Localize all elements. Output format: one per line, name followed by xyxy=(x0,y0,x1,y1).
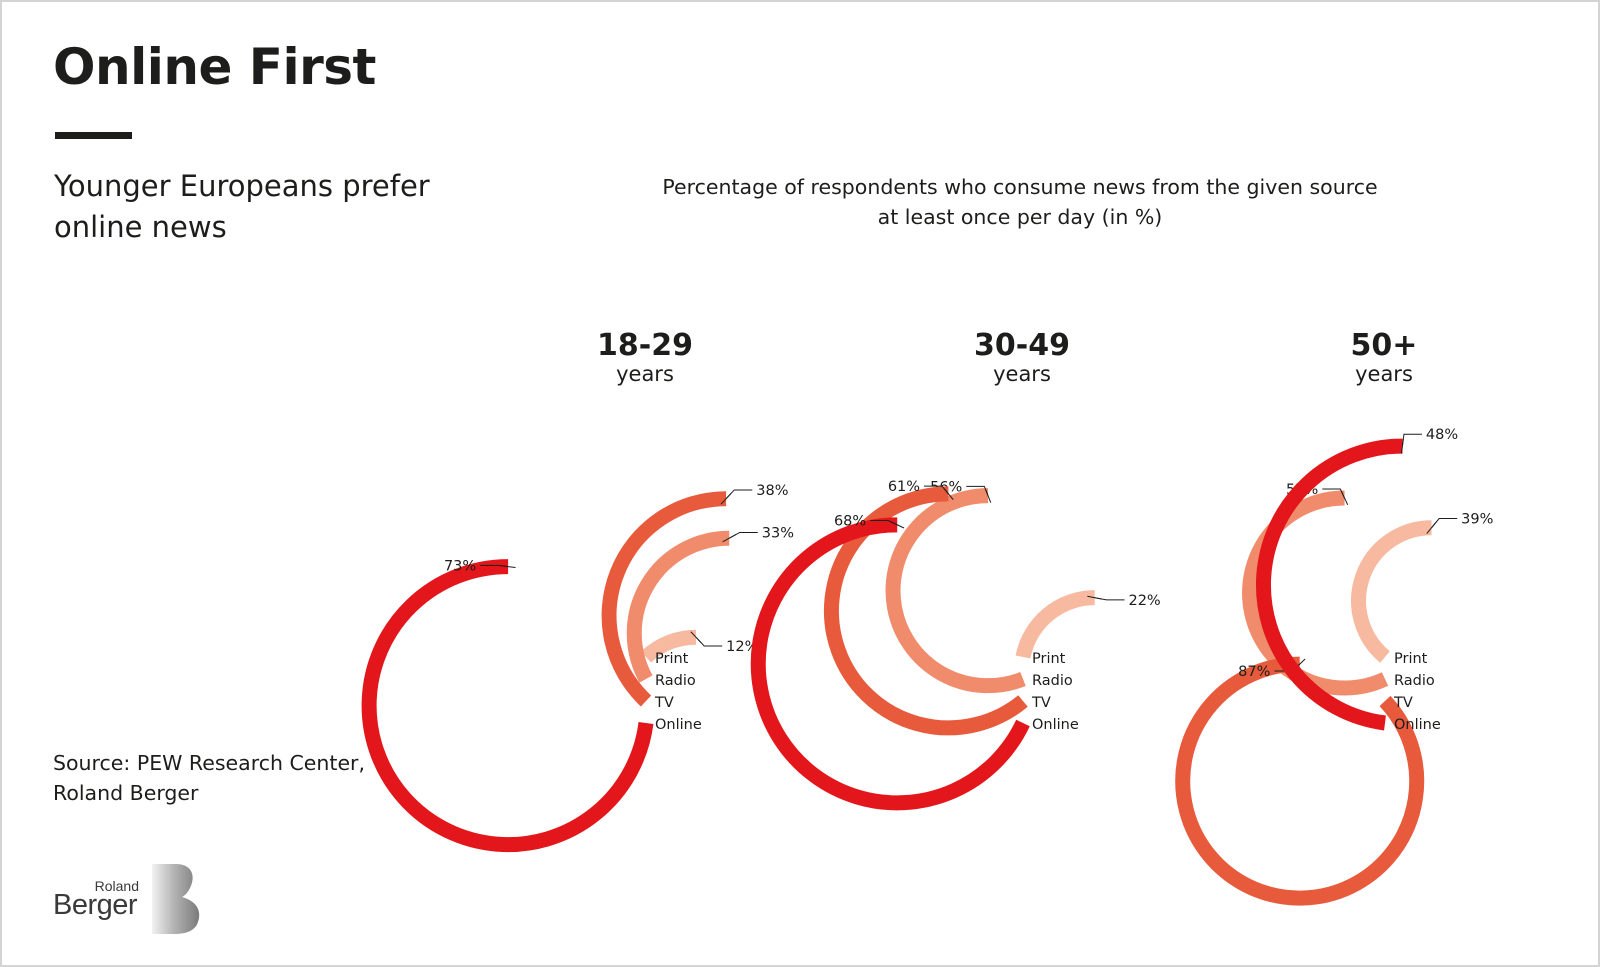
category-label-tv: TV xyxy=(654,695,674,711)
leader-tv xyxy=(924,485,949,495)
leader-online xyxy=(1401,433,1422,447)
arc-tv xyxy=(601,491,727,707)
leader-print xyxy=(1431,518,1458,529)
arc-print xyxy=(1015,590,1095,659)
group-label: 18-29 xyxy=(597,328,693,363)
group-sublabel: years xyxy=(993,362,1051,386)
value-label-radio: 33% xyxy=(762,525,794,541)
chart-title: Percentage of respondents who consume ne… xyxy=(610,172,1430,232)
title-rule xyxy=(55,132,132,139)
subtitle-line-2: online news xyxy=(54,210,227,244)
source-line-1: Source: PEW Research Center, xyxy=(53,751,365,775)
arc-online xyxy=(750,517,1030,811)
chart-title-line-2: at least once per day (in %) xyxy=(877,205,1163,229)
arc-radio xyxy=(885,488,1026,694)
group-label: 50+ xyxy=(1351,328,1418,363)
category-label-print: Print xyxy=(655,651,689,667)
value-label-print: 39% xyxy=(1461,512,1493,528)
leader-tv xyxy=(725,489,753,500)
chart-title-line-1: Percentage of respondents who consume ne… xyxy=(662,175,1378,199)
arc-print xyxy=(1351,520,1432,663)
leader-online xyxy=(480,564,509,568)
value-label-print: 12% xyxy=(726,639,758,655)
arc-online xyxy=(1256,438,1403,731)
logo-b-mark xyxy=(152,864,200,934)
value-label-tv: 61% xyxy=(888,479,920,495)
value-label-online: 68% xyxy=(834,514,866,530)
leader-online xyxy=(870,520,898,526)
group-sublabel: years xyxy=(1355,362,1413,386)
arc-print xyxy=(640,629,697,663)
logo-line-2: Berger xyxy=(53,889,138,921)
category-label-radio: Radio xyxy=(1394,673,1435,689)
arc-radio xyxy=(626,530,730,683)
value-label-print: 22% xyxy=(1128,593,1160,609)
page-title: Online First xyxy=(53,38,376,96)
subtitle-line-1: Younger Europeans prefer xyxy=(54,169,430,203)
arc-radio xyxy=(1242,490,1389,696)
group-label: 30-49 xyxy=(974,328,1070,363)
value-label-online: 73% xyxy=(444,558,476,574)
leader-radio xyxy=(966,485,989,496)
subtitle: Younger Europeans prefer online news xyxy=(54,166,474,248)
category-label-online: Online xyxy=(1032,717,1079,733)
category-label-online: Online xyxy=(655,717,702,733)
group-sublabel: years xyxy=(616,362,674,386)
leader-print xyxy=(1094,597,1125,601)
leader-print xyxy=(695,636,723,647)
logo-line-1: Roland xyxy=(94,878,139,894)
source-note: Source: PEW Research Center, Roland Berg… xyxy=(53,748,365,808)
arc-tv xyxy=(824,486,1028,736)
category-label-radio: Radio xyxy=(655,673,696,689)
category-label-print: Print xyxy=(1394,651,1428,667)
source-line-2: Roland Berger xyxy=(53,781,199,805)
value-label-tv: 38% xyxy=(756,483,788,499)
category-label-tv: TV xyxy=(1393,695,1413,711)
value-label-tv: 87% xyxy=(1238,664,1270,680)
leader-radio xyxy=(729,531,758,539)
category-label-print: Print xyxy=(1032,651,1066,667)
roland-berger-logo: Roland Berger xyxy=(53,862,203,940)
value-label-online: 48% xyxy=(1426,427,1458,443)
arc-online xyxy=(361,559,654,853)
category-label-tv: TV xyxy=(1031,695,1051,711)
leader-radio xyxy=(1322,488,1346,499)
arc-tv xyxy=(1175,656,1425,906)
category-label-online: Online xyxy=(1394,717,1441,733)
category-label-radio: Radio xyxy=(1032,673,1073,689)
